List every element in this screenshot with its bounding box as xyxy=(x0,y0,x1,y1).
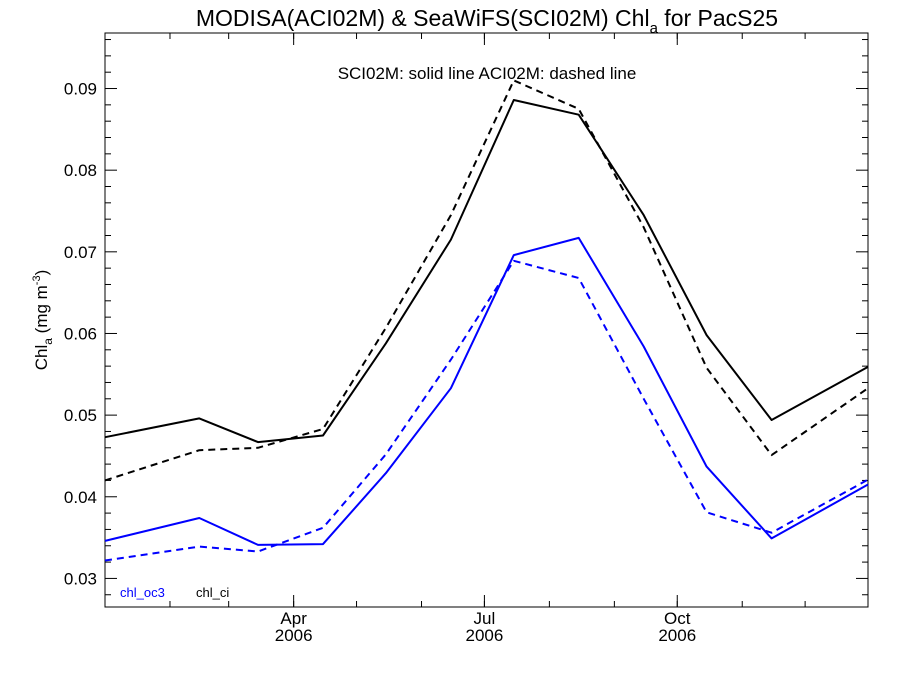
y-tick-label: 0.04 xyxy=(64,488,97,507)
legend-item-chl-ci: chl_ci xyxy=(196,585,229,600)
series-line-chl-ci-dashed xyxy=(104,79,869,482)
plot-frame xyxy=(104,32,869,608)
x-tick-label-year: 2006 xyxy=(275,626,313,645)
chart-title-subscript: a xyxy=(650,20,659,37)
y-tick-label: 0.07 xyxy=(64,243,97,262)
x-tick-label-month: Apr xyxy=(280,609,307,628)
legend: chl_oc3 chl_ci xyxy=(120,585,229,600)
chart-title: MODISA(ACI02M) & SeaWiFS(SCI02M) Chla fo… xyxy=(196,5,778,37)
x-tick-label-year: 2006 xyxy=(465,626,503,645)
x-tick-label-month: Jul xyxy=(474,609,496,628)
y-tick-label: 0.09 xyxy=(64,80,97,99)
chart-title-main: MODISA(ACI02M) & SeaWiFS(SCI02M) Chl xyxy=(196,5,650,31)
chart-title-suffix: for PacS25 xyxy=(658,5,778,31)
y-tick-label: 0.03 xyxy=(64,569,97,588)
y-tick-label: 0.08 xyxy=(64,161,97,180)
y-axis-label-subscript: a xyxy=(41,338,55,345)
legend-item-chl-oc3: chl_oc3 xyxy=(120,585,165,600)
series-line-chl-oc3-solid xyxy=(104,236,869,546)
y-axis-label-close: ) xyxy=(32,270,51,276)
y-axis-label: Chla (mg m-3) xyxy=(31,270,55,371)
y-axis-label-main: Chl xyxy=(32,345,51,371)
y-axis-label-superscript: -3 xyxy=(31,275,43,285)
y-axis-label-units: (mg m xyxy=(32,285,51,338)
x-tick-label-year: 2006 xyxy=(658,626,696,645)
ticks-layer: 0.030.040.050.060.070.080.09Apr2006Jul20… xyxy=(64,33,868,645)
y-tick-label: 0.06 xyxy=(64,324,97,343)
x-tick-label-month: Oct xyxy=(664,609,691,628)
line-style-note: SCI02M: solid line ACI02M: dashed line xyxy=(338,64,637,83)
series-line-chl-ci-solid xyxy=(104,99,869,444)
series-line-chl-oc3-dashed xyxy=(104,259,869,562)
series-layer xyxy=(104,79,869,562)
y-tick-label: 0.05 xyxy=(64,406,97,425)
